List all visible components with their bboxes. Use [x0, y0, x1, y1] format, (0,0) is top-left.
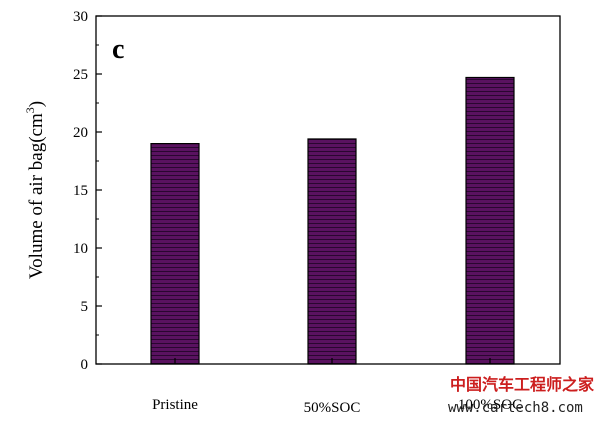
y-tick-label: 30: [73, 9, 88, 25]
y-axis-label-superscript: 3: [23, 107, 37, 113]
bars-group: [150, 76, 515, 365]
x-tick-label: Pristine: [152, 397, 198, 413]
y-tick-label: 25: [73, 67, 88, 83]
plot-frame: [95, 15, 561, 365]
panel-label: c: [112, 34, 124, 65]
watermark-url: www.cartech8.com: [448, 400, 583, 416]
y-tick-label: 15: [73, 183, 88, 199]
watermark-chinese-text: 中国汽车工程师之家: [450, 375, 595, 394]
x-tick-label: 100%SOC: [458, 397, 522, 413]
x-axis: Pristine 50%SOC 100%SOC: [152, 358, 522, 416]
bar-50-soc: [307, 138, 357, 365]
y-axis-label: Volume of air bag(cm3): [23, 101, 47, 279]
y-axis: 0 5 10 15 20 25 30: [73, 9, 102, 373]
y-tick-label: 0: [81, 357, 89, 373]
bar-pristine: [150, 143, 200, 365]
y-tick-label: 5: [81, 299, 89, 315]
bar-100-soc: [465, 76, 515, 365]
y-axis-label-suffix: ): [26, 101, 47, 107]
watermark: 中国汽车工程师之家 www.cartech8.com: [448, 375, 595, 416]
x-tick-label: 50%SOC: [304, 400, 361, 416]
y-tick-label: 10: [73, 241, 88, 257]
y-axis-label-main: Volume of air bag(cm: [26, 113, 47, 279]
y-tick-label: 20: [73, 125, 88, 141]
